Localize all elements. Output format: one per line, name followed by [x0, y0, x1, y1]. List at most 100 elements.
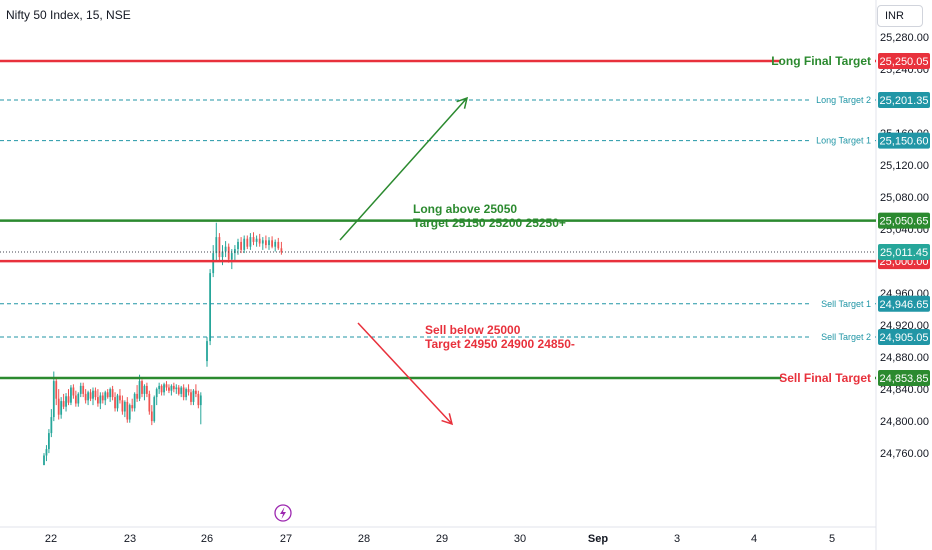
candle-body: [82, 385, 85, 394]
candle-body: [265, 240, 267, 246]
candle-body: [187, 389, 190, 393]
sell-annotation-line1: Sell below 25000: [425, 323, 521, 337]
sell-arrow-head: [441, 413, 454, 426]
candle-body: [218, 237, 221, 258]
candle-body: [143, 385, 146, 394]
candle-body: [170, 385, 173, 391]
candle-body: [175, 387, 178, 390]
current-price-tag-text: 25,011.45: [880, 247, 928, 259]
y-tick-label: 24,760.00: [880, 448, 929, 460]
candle-body: [206, 341, 208, 362]
candle-body: [126, 401, 129, 420]
candle-body: [261, 240, 264, 244]
candle-body: [97, 397, 99, 404]
candle-body: [77, 393, 80, 404]
candle-body: [136, 393, 138, 399]
candle-body: [182, 387, 185, 398]
long-annotation-line2: Target 25150 25200 25250+: [413, 216, 566, 230]
candle-body: [114, 397, 116, 409]
x-tick-label: 22: [45, 533, 57, 545]
candle-body: [60, 401, 63, 415]
candle-body: [138, 381, 141, 399]
candle-body: [106, 392, 109, 398]
level-label: Long Target 2: [816, 95, 871, 105]
candle-body: [43, 455, 45, 466]
x-tick-label: 26: [201, 533, 213, 545]
candle-body: [172, 385, 175, 390]
long-arrow: [339, 97, 468, 241]
long-annotation-line1: Long above 25050: [413, 202, 517, 216]
currency-selector[interactable]: INR: [877, 5, 923, 27]
candle-body: [116, 395, 119, 409]
candle-body: [168, 387, 170, 391]
symbol-title[interactable]: Nifty 50 Index, 15, NSE: [6, 8, 131, 22]
candle-body: [258, 238, 261, 244]
price-tag: [878, 370, 930, 387]
candle-body: [243, 238, 246, 250]
price-tag-text: 24,946.65: [880, 299, 929, 311]
x-tick-label: 23: [124, 533, 136, 545]
price-tag: [878, 92, 930, 109]
x-tick-label: 29: [436, 533, 448, 545]
candle-body: [199, 395, 202, 406]
candle-body: [177, 387, 180, 394]
level-label-bg: [811, 92, 875, 109]
candle-body: [192, 390, 195, 402]
candle-body: [52, 381, 55, 418]
candle-body: [252, 237, 255, 242]
price-tag-text: 25,250.05: [880, 56, 929, 68]
candle-body: [195, 390, 197, 394]
candle-body: [280, 248, 283, 253]
candle-body: [163, 384, 165, 393]
candle-body: [141, 381, 143, 394]
candle-body: [268, 240, 270, 246]
level-label: Sell Final Target: [779, 371, 871, 385]
candle-body: [84, 393, 87, 401]
candle-body: [128, 405, 131, 420]
y-tick-label: 24,880.00: [880, 352, 929, 364]
sell-arrow: [357, 322, 453, 425]
x-tick-label: 27: [280, 533, 292, 545]
candle-body: [121, 400, 124, 412]
candle-body: [246, 238, 249, 247]
price-tag-text: 25,050.65: [880, 216, 929, 228]
candle-body: [215, 237, 218, 254]
candle-body: [277, 241, 280, 249]
price-tag-text: 24,853.85: [880, 373, 929, 385]
candle-body: [101, 395, 104, 401]
candle-body: [146, 385, 148, 394]
candle-body: [240, 241, 242, 250]
candle-body: [87, 392, 89, 401]
candle-body: [67, 396, 70, 403]
candle-body: [160, 385, 163, 393]
candle-body: [45, 449, 48, 456]
y-tick-label: 24,800.00: [880, 416, 929, 428]
candle-body: [92, 390, 94, 399]
candle-body: [212, 253, 215, 274]
candle-body: [221, 251, 224, 258]
candle-body: [165, 384, 168, 388]
candle-body: [155, 389, 158, 398]
candle-body: [133, 393, 136, 409]
lightning-icon-bolt: [280, 507, 286, 519]
candle-body: [109, 389, 112, 398]
candle-body: [209, 273, 211, 342]
level-label-bg: [781, 53, 875, 70]
candle-body: [158, 385, 161, 390]
price-tag-text: 25,150.60: [880, 136, 929, 148]
x-tick-label: 4: [751, 533, 757, 545]
candle-body: [65, 396, 67, 407]
y-tick-label: 25,280.00: [880, 32, 929, 44]
candle-body: [180, 387, 183, 394]
level-label-bg: [811, 295, 875, 312]
level-label: Sell Target 2: [821, 332, 871, 342]
price-tag-text: 24,905.05: [880, 332, 929, 344]
level-label: Long Final Target: [771, 54, 871, 68]
candle-body: [55, 381, 58, 399]
lightning-event-icon[interactable]: [274, 504, 292, 522]
candle-body: [249, 237, 252, 247]
x-tick-label: Sep: [588, 533, 608, 545]
price-tag: [878, 329, 930, 346]
